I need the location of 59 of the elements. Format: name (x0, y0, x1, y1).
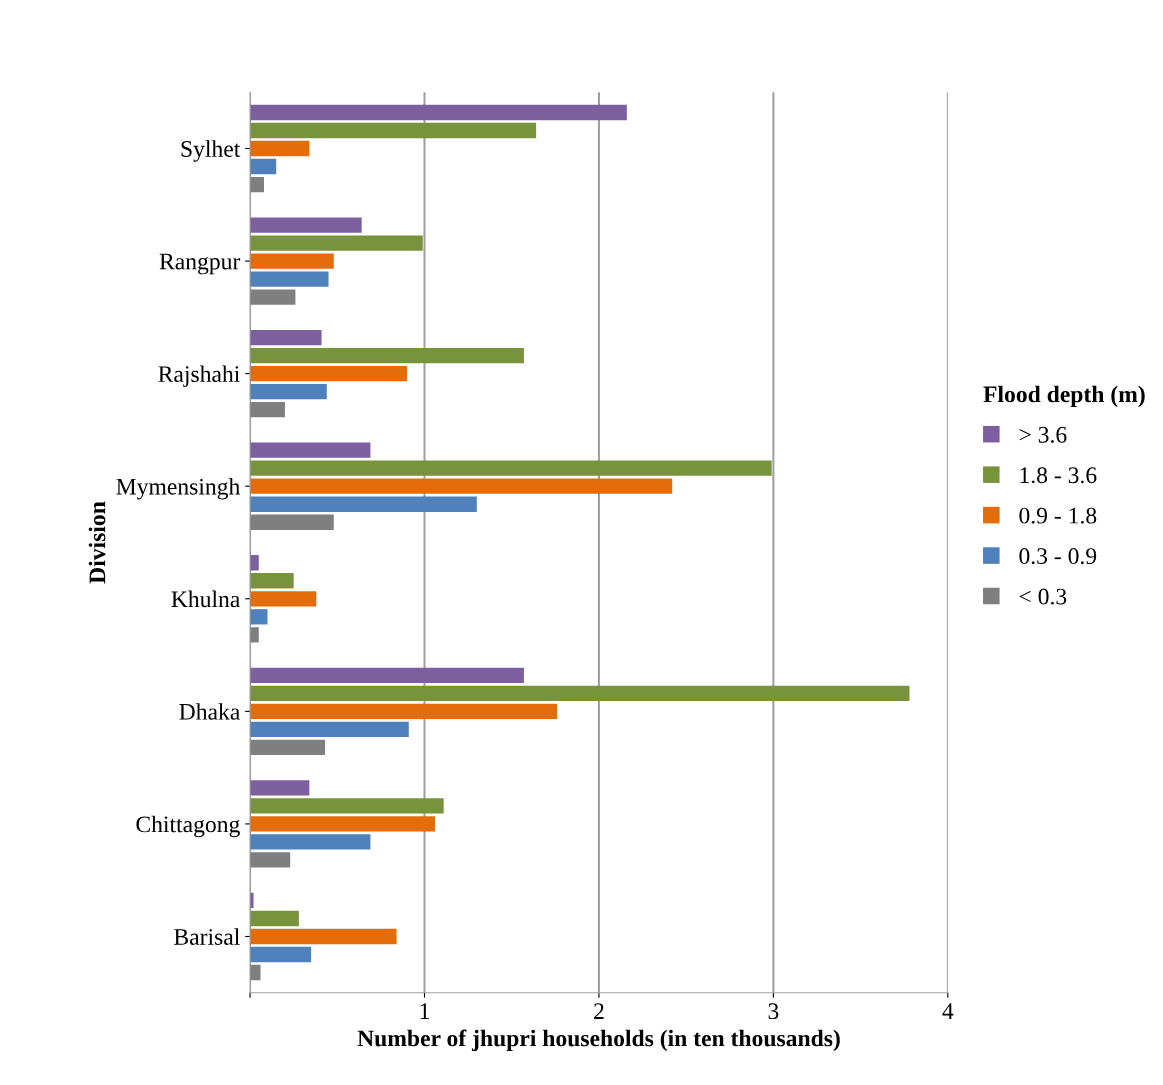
bar (250, 667, 524, 683)
legend-label: > 3.6 (1019, 426, 1067, 443)
bar (250, 514, 334, 530)
bar (250, 104, 627, 121)
x-tick-label: 4 (942, 1003, 954, 1019)
bar (250, 271, 329, 287)
bar (250, 289, 296, 305)
bar (250, 609, 268, 625)
bar (250, 946, 312, 963)
y-tick-label: Mymensingh (116, 478, 241, 500)
bar (250, 365, 408, 382)
y-tick-label: Sylhet (181, 140, 241, 162)
y-tick-label: Barisal (174, 928, 240, 945)
bar (250, 780, 310, 796)
legend-label: 0.3 - 0.9 (1019, 548, 1097, 565)
bar (250, 685, 910, 701)
bar (250, 703, 558, 720)
bar (250, 798, 444, 814)
x-tick-label: 1 (420, 1003, 429, 1019)
bar (250, 140, 310, 157)
bar (250, 627, 259, 643)
y-tick-label: Khulna (171, 590, 240, 608)
bar (250, 176, 264, 193)
bar (250, 442, 371, 458)
bar (250, 217, 362, 233)
bar (250, 460, 772, 476)
bar (250, 834, 371, 850)
bar (250, 496, 477, 512)
bar (250, 964, 261, 981)
legend-label: < 0.3 (1019, 588, 1067, 605)
y-axis-title: Division (88, 501, 106, 584)
bar (250, 122, 537, 139)
bar (250, 928, 397, 945)
y-tick-label: Chittagong (136, 815, 240, 838)
bar (250, 235, 423, 251)
bar (250, 555, 259, 571)
bar (250, 329, 322, 346)
y-tick-label: Dhaka (179, 703, 240, 720)
legend-title: Flood depth (m) (983, 385, 1145, 408)
x-tick-label: 2 (594, 1003, 604, 1019)
bar (250, 721, 409, 738)
legend-label: 0.9 - 1.8 (1019, 507, 1097, 524)
bar (250, 910, 299, 927)
bar (250, 852, 291, 868)
x-tick-label: 3 (768, 1003, 779, 1020)
bar (250, 253, 334, 269)
y-tick-label: Rajshahi (158, 365, 240, 387)
bar (250, 478, 673, 494)
legend-label: 1.8 - 3.6 (1020, 467, 1097, 484)
bar (250, 347, 524, 364)
bar (250, 573, 294, 589)
x-axis-title: Number of jhupri households (in ten thousands) (357, 1029, 840, 1052)
bar (250, 739, 326, 756)
bar (250, 816, 435, 832)
bar (250, 402, 285, 418)
y-tick-label: Rangpur (159, 253, 241, 275)
bar (250, 158, 277, 175)
bar (250, 384, 327, 400)
bar (250, 591, 317, 607)
